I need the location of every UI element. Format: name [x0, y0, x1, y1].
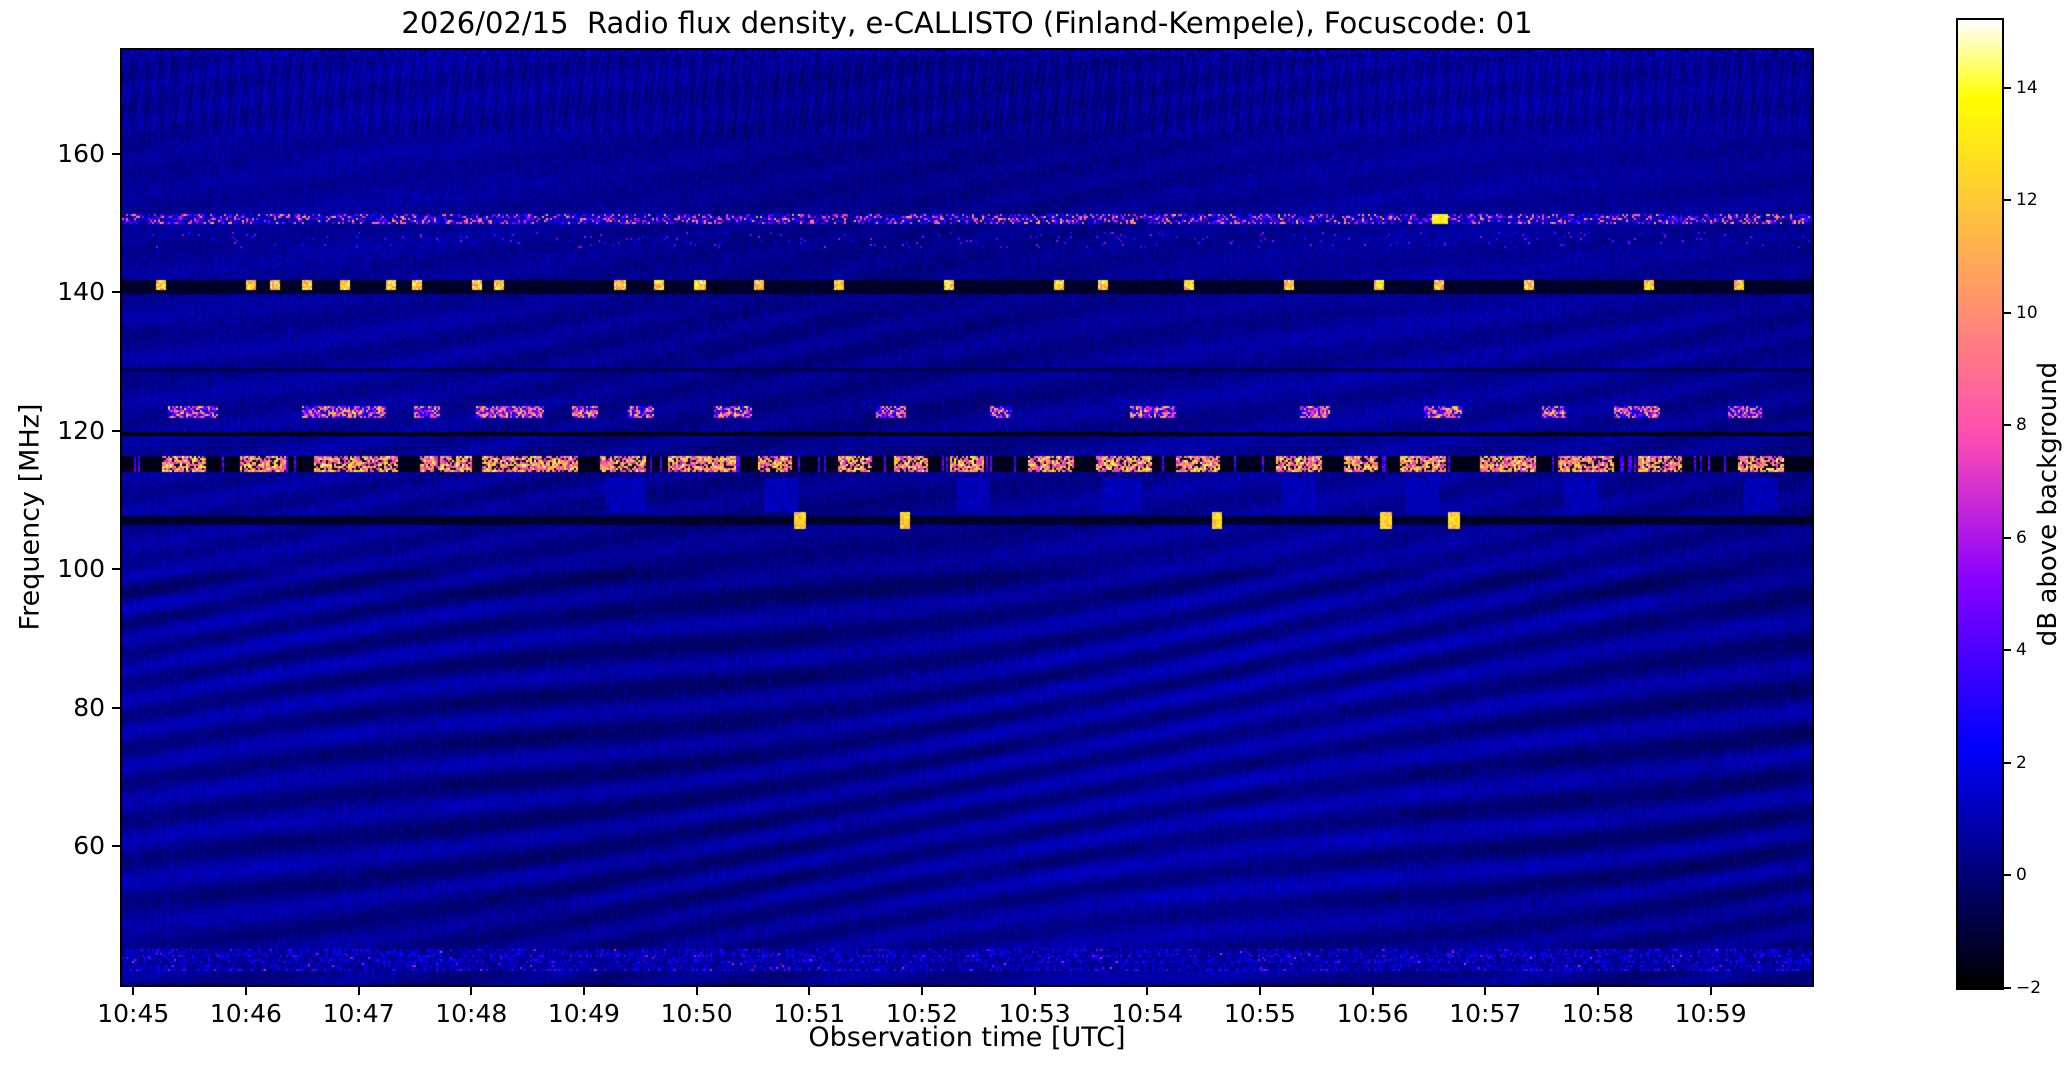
- colorbar-tick-mark: [2004, 86, 2011, 89]
- colorbar-tick-mark: [2004, 424, 2011, 427]
- colorbar-gradient: [1958, 20, 2002, 988]
- x-tick-mark: [1258, 987, 1261, 995]
- x-tick-mark: [1371, 987, 1374, 995]
- x-tick-label: 10:56: [1336, 999, 1409, 1028]
- x-tick-mark: [244, 987, 247, 995]
- colorbar-tick-mark: [2004, 987, 2011, 989]
- x-tick-mark: [1709, 987, 1712, 995]
- y-tick-mark: [112, 568, 120, 571]
- x-tick-mark: [357, 987, 360, 995]
- x-tick-label: 10:46: [209, 999, 282, 1028]
- colorbar-tick-label: −2: [2016, 978, 2042, 998]
- x-tick-mark: [582, 987, 585, 995]
- colorbar-tick-label: 0: [2016, 865, 2027, 886]
- y-tick-label: 120: [57, 415, 105, 445]
- x-tick-mark: [1596, 987, 1599, 995]
- x-tick-label: 10:59: [1674, 999, 1747, 1028]
- colorbar-tick-label: 10: [2016, 302, 2038, 323]
- colorbar-label: dB above background: [2033, 361, 2063, 647]
- x-tick-label: 10:47: [322, 999, 395, 1028]
- x-tick-mark: [920, 987, 923, 995]
- x-tick-label: 10:51: [773, 999, 846, 1028]
- colorbar-tick-label: 14: [2016, 77, 2038, 98]
- x-tick-label: 10:49: [547, 999, 620, 1028]
- x-tick-mark: [695, 987, 698, 995]
- x-tick-label: 10:54: [1111, 999, 1184, 1028]
- colorbar-tick-mark: [2004, 874, 2011, 877]
- colorbar-tick-mark: [2004, 536, 2011, 539]
- y-tick-mark: [112, 845, 120, 848]
- y-tick-label: 60: [73, 831, 105, 861]
- x-tick-mark: [808, 987, 811, 995]
- colorbar-tick-mark: [2004, 761, 2011, 764]
- x-tick-label: 10:45: [97, 999, 170, 1028]
- x-tick-label: 10:53: [998, 999, 1071, 1028]
- x-tick-label: 10:57: [1449, 999, 1522, 1028]
- x-tick-mark: [1484, 987, 1487, 995]
- y-tick-label: 160: [57, 138, 105, 168]
- y-tick-mark: [112, 429, 120, 432]
- x-tick-label: 10:50: [660, 999, 733, 1028]
- x-tick-mark: [470, 987, 473, 995]
- spectrogram-heatmap: [122, 50, 1812, 985]
- y-tick-mark: [112, 291, 120, 294]
- colorbar-tick-label: 2: [2016, 752, 2027, 773]
- colorbar-tick-mark: [2004, 199, 2011, 202]
- y-tick-label: 80: [73, 692, 105, 722]
- colorbar-tick-label: 6: [2016, 527, 2027, 548]
- colorbar-tick-mark: [2004, 311, 2011, 314]
- x-axis-label: Observation time [UTC]: [808, 1022, 1126, 1053]
- colorbar-tick-label: 8: [2016, 415, 2027, 436]
- colorbar-tick-mark: [2004, 649, 2011, 652]
- x-tick-mark: [1033, 987, 1036, 995]
- x-tick-label: 10:55: [1223, 999, 1296, 1028]
- x-tick-mark: [1146, 987, 1149, 995]
- x-tick-label: 10:52: [885, 999, 958, 1028]
- colorbar-tick-label: 12: [2016, 190, 2038, 211]
- y-tick-mark: [112, 152, 120, 155]
- x-tick-label: 10:58: [1561, 999, 1634, 1028]
- y-tick-mark: [112, 706, 120, 709]
- y-tick-label: 140: [57, 277, 105, 307]
- x-tick-mark: [132, 987, 135, 995]
- chart-title: 2026/02/15 Radio flux density, e-CALLIST…: [401, 6, 1533, 40]
- y-tick-label: 100: [57, 554, 105, 584]
- colorbar-tick-label: 4: [2016, 640, 2027, 661]
- x-tick-label: 10:48: [435, 999, 508, 1028]
